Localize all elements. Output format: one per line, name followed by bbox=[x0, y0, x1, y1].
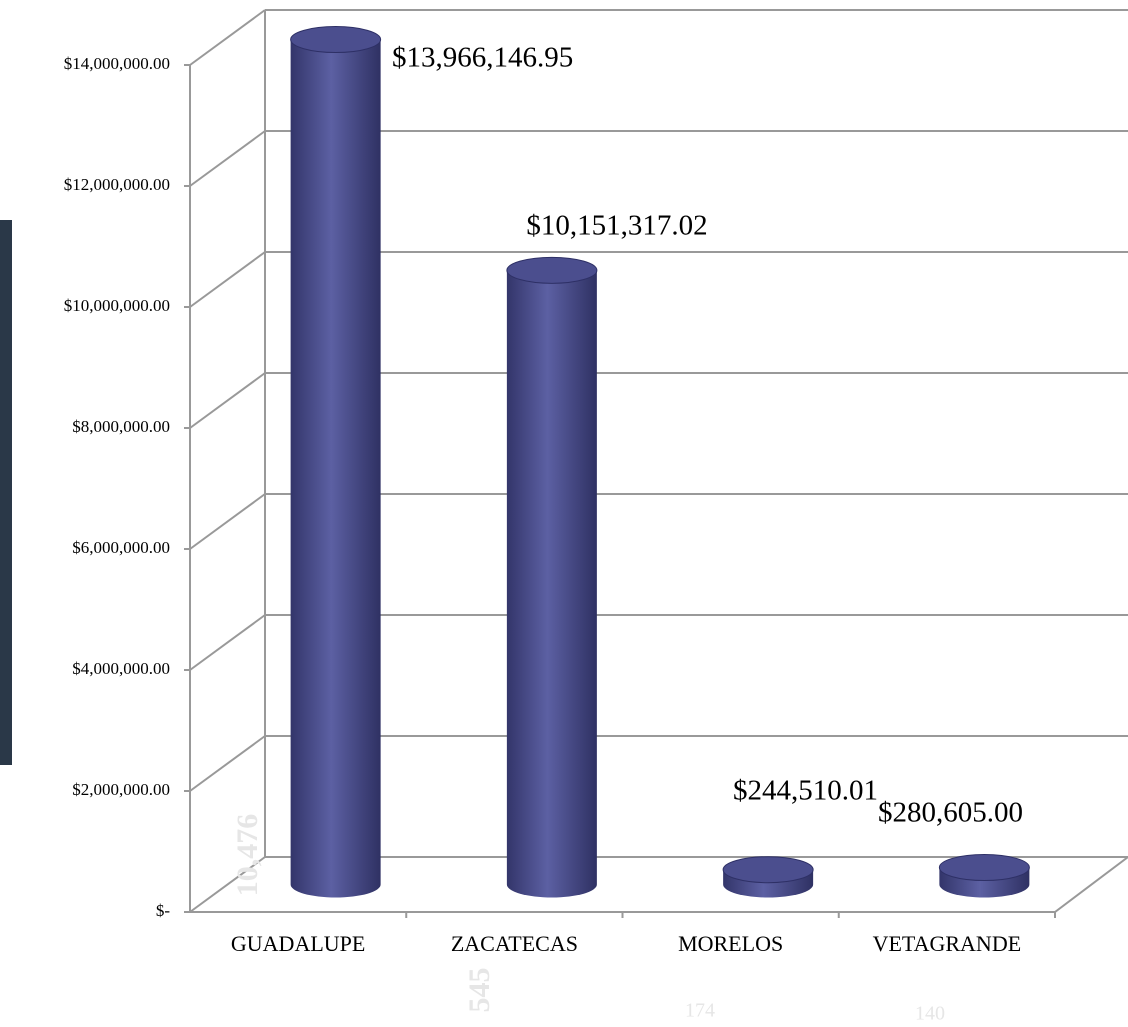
x-tick-label: VETAGRANDE bbox=[873, 931, 1022, 956]
grid-line bbox=[189, 614, 266, 671]
bar bbox=[290, 26, 382, 898]
x-tick-label: GUADALUPE bbox=[231, 931, 365, 956]
value-label: $13,966,146.95 bbox=[392, 42, 573, 74]
cylinder-top bbox=[290, 26, 382, 54]
cylinder-body bbox=[506, 270, 597, 898]
y-tick-label: $12,000,000.00 bbox=[64, 175, 170, 194]
background-label: 174 bbox=[685, 1000, 715, 1022]
grid-line bbox=[189, 251, 266, 308]
cylinder-body bbox=[290, 39, 381, 898]
grid-line bbox=[189, 493, 266, 550]
bar bbox=[938, 854, 1030, 898]
background-image-strip bbox=[0, 220, 12, 765]
y-tick-label: $8,000,000.00 bbox=[72, 417, 170, 436]
cylinder-top bbox=[722, 856, 814, 884]
y-tick-label: $2,000,000.00 bbox=[72, 780, 170, 799]
x-tick-label: MORELOS bbox=[678, 931, 783, 956]
y-tick-label: $10,000,000.00 bbox=[64, 296, 170, 315]
grid-line bbox=[189, 735, 266, 792]
grid-line bbox=[189, 9, 266, 66]
bar bbox=[506, 256, 598, 898]
y-tick-label: $- bbox=[156, 901, 171, 920]
back-wall bbox=[264, 10, 1128, 858]
cylinder-top bbox=[938, 854, 1030, 882]
bar bbox=[722, 856, 814, 898]
grid-line bbox=[189, 372, 266, 429]
background-label: 545 bbox=[463, 968, 496, 1013]
cylinder-top bbox=[506, 256, 598, 284]
background-label: 10,476 bbox=[231, 814, 264, 897]
floor-edge bbox=[189, 856, 266, 913]
value-label: $10,151,317.02 bbox=[526, 210, 707, 242]
y-tick-label: $6,000,000.00 bbox=[72, 538, 170, 557]
value-label: $280,605.00 bbox=[878, 797, 1023, 829]
y-tick-label: $14,000,000.00 bbox=[64, 54, 170, 73]
x-tick-label: ZACATECAS bbox=[451, 931, 578, 956]
grid-line bbox=[189, 130, 266, 187]
y-tick-label: $4,000,000.00 bbox=[72, 659, 170, 678]
background-label: 140 bbox=[915, 1003, 945, 1025]
value-label: $244,510.01 bbox=[733, 775, 878, 807]
